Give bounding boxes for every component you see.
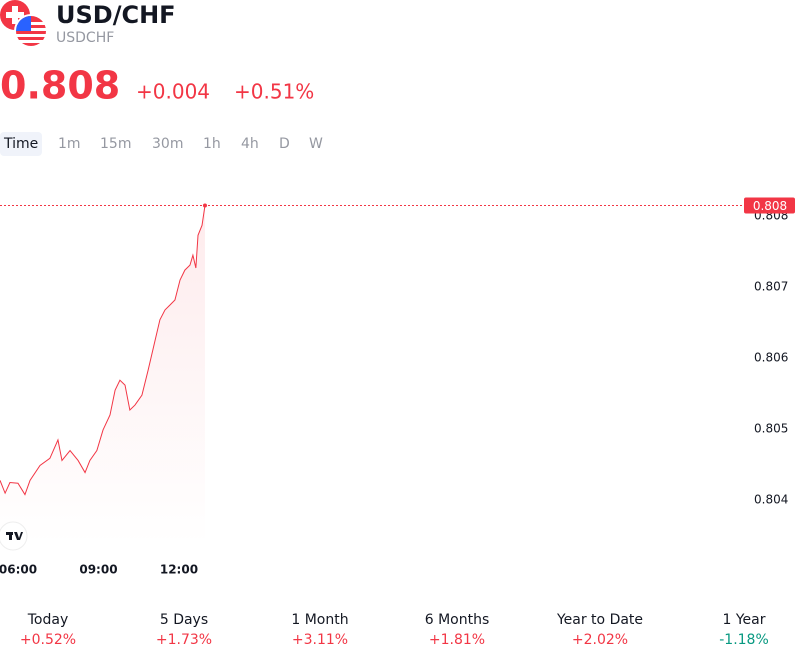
timeframes: Time 1m 15m 30m 1h 4h D W bbox=[0, 132, 323, 156]
timeframe-button[interactable]: W bbox=[309, 136, 323, 152]
period-value: +0.52% bbox=[20, 632, 76, 648]
performance: Today +0.52% 5 Days +1.73% 1 Month +3.11% 6 Mo… bbox=[20, 612, 769, 648]
x-tick-label: 09:00 bbox=[79, 563, 117, 577]
period-value: +1.81% bbox=[429, 632, 485, 648]
y-tick-label: 0.807 bbox=[754, 280, 788, 294]
plot: 0.804 0.805 0.806 0.807 0.808 06:00 09:00 12:00… bbox=[0, 197, 795, 577]
timeframe-button[interactable]: D bbox=[279, 136, 290, 152]
x-tick-label: 06:00 bbox=[0, 563, 37, 577]
timeframe-button[interactable]: 30m bbox=[152, 136, 183, 152]
timeframe-active-bg bbox=[0, 132, 42, 156]
period-label[interactable]: 1 Year bbox=[723, 612, 766, 628]
change-percent: +0.51% bbox=[234, 80, 314, 104]
period-label[interactable]: Year to Date bbox=[556, 612, 643, 628]
area bbox=[0, 205, 205, 545]
timeframe-button[interactable]: 4h bbox=[241, 136, 259, 152]
title: USD/CHF bbox=[56, 1, 176, 29]
y-tick-label: 0.806 bbox=[754, 351, 788, 365]
period-value: +2.02% bbox=[572, 632, 628, 648]
timeframe-button[interactable]: Time bbox=[3, 136, 38, 152]
period-value: -1.18% bbox=[719, 632, 769, 648]
period-label[interactable]: 1 Month bbox=[291, 612, 348, 628]
price: 0.808 bbox=[0, 64, 120, 108]
y-tick-label: 0.804 bbox=[754, 493, 788, 507]
tv-logo bbox=[0, 521, 28, 551]
symbol: USDCHF bbox=[56, 30, 114, 46]
x-tick-label: 12:00 bbox=[160, 563, 198, 577]
price-label: 0.808 bbox=[753, 199, 787, 213]
timeframe-button[interactable]: 15m bbox=[100, 136, 131, 152]
period-label[interactable]: 6 Months bbox=[425, 612, 490, 628]
period-label[interactable]: 5 Days bbox=[160, 612, 208, 628]
period-value: +1.73% bbox=[156, 632, 212, 648]
timeframe-button[interactable]: 1h bbox=[203, 136, 221, 152]
price-label-bg bbox=[744, 197, 795, 214]
flag-icons bbox=[0, 0, 48, 48]
line bbox=[0, 205, 206, 496]
timeframe-button[interactable]: 1m bbox=[58, 136, 81, 152]
period-value: +3.11% bbox=[292, 632, 348, 648]
change: +0.004 bbox=[136, 80, 210, 104]
y-tick-label: 0.805 bbox=[754, 422, 788, 436]
period-label[interactable]: Today bbox=[27, 612, 69, 628]
